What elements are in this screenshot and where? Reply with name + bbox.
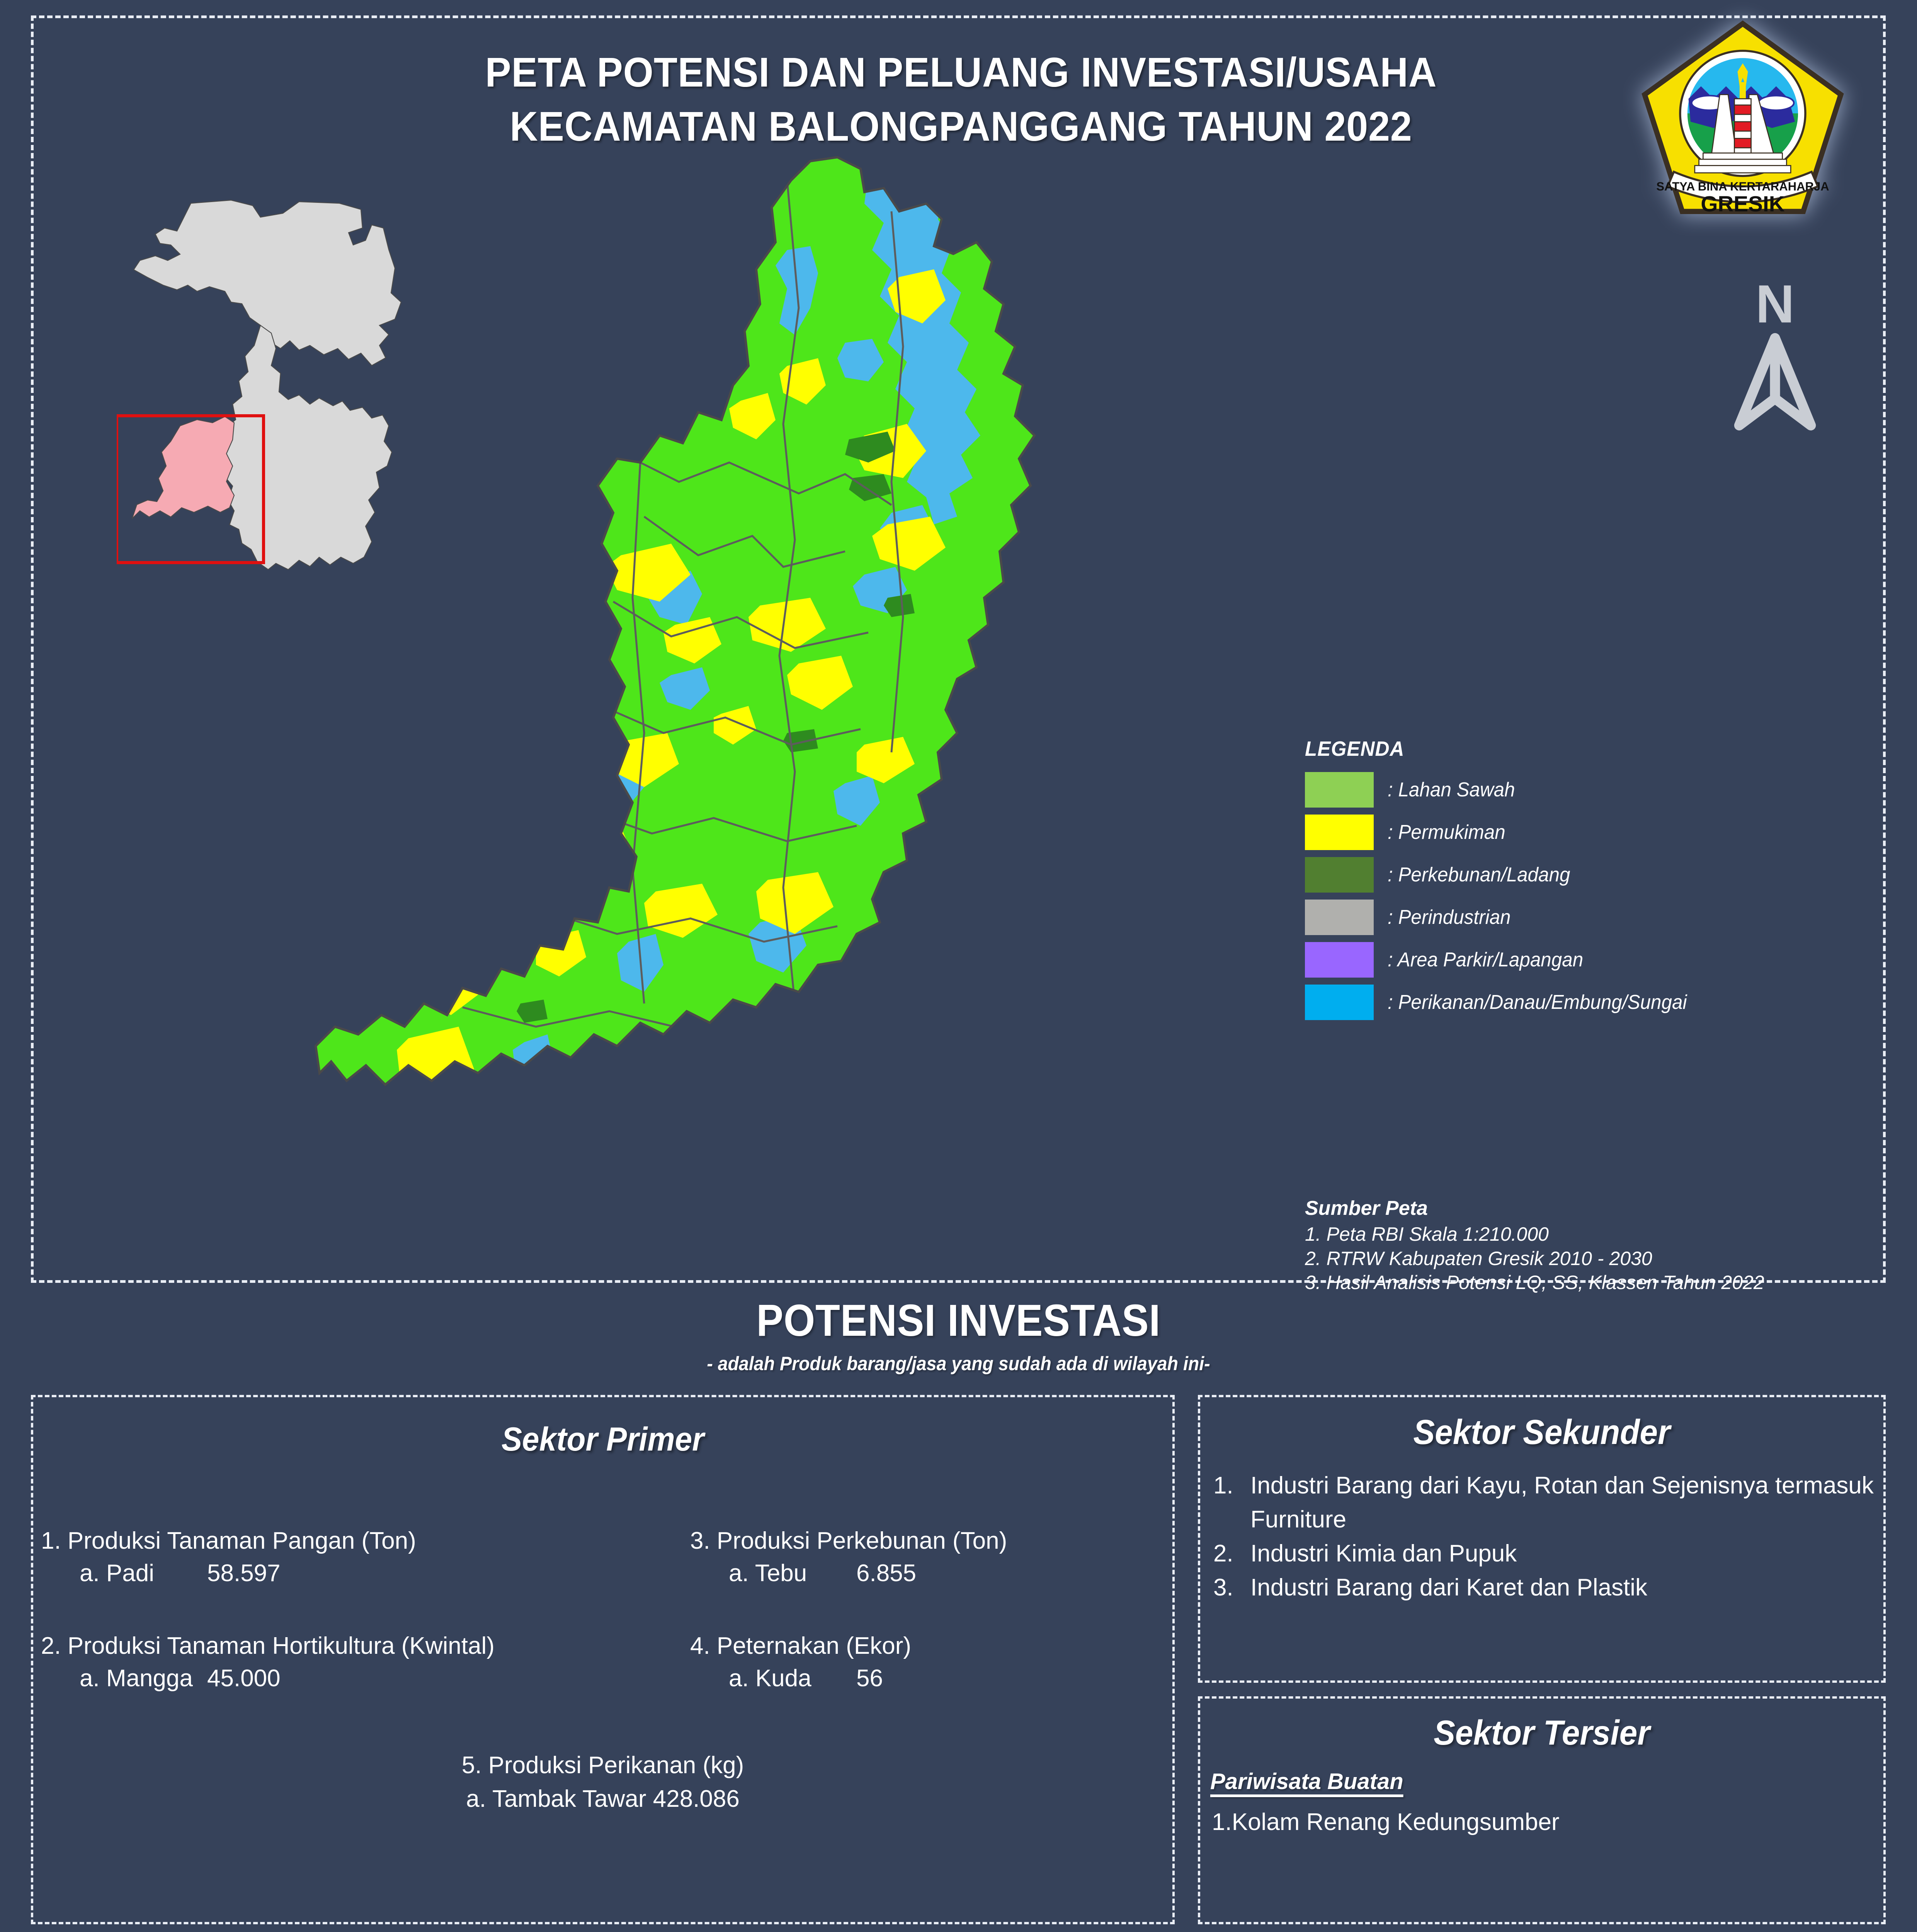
map-source-block: Sumber Peta 1. Peta RBI Skala 1:210.000 2… — [1305, 1197, 1917, 1295]
legend-swatch — [1305, 815, 1374, 850]
legend-rows: : Lahan Sawah : Permukiman : Perkebunan/La… — [1305, 771, 1885, 1021]
sektor-primer-item: 4. Peternakan (Ekor) a. Kuda 56 — [690, 1630, 1173, 1694]
legend-title: LEGENDA — [1305, 737, 1405, 760]
legend-label: : Perkebunan/Ladang — [1388, 864, 1570, 886]
source-heading: Sumber Peta — [1305, 1197, 1428, 1219]
legend-label: : Perindustrian — [1388, 906, 1511, 929]
legend-label: : Area Parkir/Lapangan — [1388, 949, 1584, 971]
sektor-tersier-title: Sektor Tersier — [1434, 1714, 1650, 1752]
logo-motto: SATYA BINA KERTARAHARJA — [1656, 180, 1829, 193]
legend-swatch — [1305, 942, 1374, 978]
legend-row: : Perikanan/Danau/Embung/Sungai — [1305, 983, 1885, 1021]
logo-name: GRESIK — [1701, 192, 1784, 216]
legend-label: : Perikanan/Danau/Embung/Sungai — [1388, 991, 1687, 1014]
sektor-sekunder-item: 1. Industri Barang dari Kayu, Rotan dan S… — [1213, 1469, 1883, 1537]
primer-perikanan-label: 5. Produksi Perikanan (kg) — [461, 1752, 744, 1779]
primer-item-label: 2. Produksi Tanaman Hortikultura (Kwinta… — [41, 1633, 495, 1660]
item-number: 1. — [1213, 1472, 1233, 1499]
legend-label: : Lahan Sawah — [1388, 779, 1515, 801]
potensi-subheading: - adalah Produk barang/jasa yang sudah a… — [707, 1353, 1210, 1374]
sektor-sekunder-item: 3. Industri Barang dari Karet dan Plastik — [1213, 1571, 1883, 1605]
legend-swatch — [1305, 985, 1374, 1020]
primer-item-label: 1. Produksi Tanaman Pangan (Ton) — [41, 1527, 416, 1554]
svg-text:N: N — [1755, 274, 1794, 334]
sektor-primer-left-column: 1. Produksi Tanaman Pangan (Ton) a. Padi 5… — [41, 1525, 694, 1695]
primer-item-label: 3. Produksi Perkebunan (Ton) — [690, 1527, 1007, 1554]
item-text: Industri Kimia dan Pupuk — [1250, 1540, 1517, 1567]
sektor-tersier-list: 1.Kolam Renang Kedungsumber — [1200, 1808, 1883, 1836]
sektor-sekunder-box: Sektor Sekunder 1. Industri Barang dari K… — [1198, 1395, 1886, 1683]
legend-label: : Permukiman — [1388, 821, 1505, 844]
sektor-primer-item: 3. Produksi Perkebunan (Ton) a. Tebu 6.855 — [690, 1525, 1173, 1589]
title-line-2: KECAMATAN BALONGPANGGANG TAHUN 2022 — [510, 103, 1412, 150]
item-text: Industri Barang dari Kayu, Rotan dan Sej… — [1250, 1472, 1874, 1533]
legend-row: : Lahan Sawah — [1305, 771, 1885, 809]
source-line: 2. RTRW Kabupaten Gresik 2010 - 2030 — [1305, 1247, 1652, 1269]
sektor-tersier-box: Sektor Tersier Pariwisata Buatan 1.Kolam… — [1198, 1696, 1886, 1924]
sektor-tersier-subtitle: Pariwisata Buatan — [1210, 1769, 1403, 1794]
sektor-primer-item: 1. Produksi Tanaman Pangan (Ton) a. Padi 5… — [41, 1525, 694, 1589]
legend-row: : Perindustrian — [1305, 898, 1885, 936]
sektor-primer-right-column: 3. Produksi Perkebunan (Ton) a. Tebu 6.855… — [690, 1525, 1173, 1695]
inset-locator-map — [115, 194, 457, 615]
item-text: Industri Barang dari Karet dan Plastik — [1250, 1574, 1647, 1601]
sektor-primer-title: Sektor Primer — [501, 1421, 704, 1458]
legend-row: : Perkebunan/Ladang — [1305, 856, 1885, 894]
legend-swatch — [1305, 857, 1374, 893]
legend: LEGENDA : Lahan Sawah : Permukiman : Perke… — [1305, 737, 1885, 1026]
legend-swatch — [1305, 900, 1374, 935]
sektor-tersier-item: 1.Kolam Renang Kedungsumber — [1212, 1809, 1560, 1835]
source-line: 3. Hasil Analisis Potensi LQ, SS, Klasse… — [1305, 1272, 1764, 1293]
sektor-primer-perikanan: 5. Produksi Perikanan (kg) a. Tambak Tawa… — [33, 1749, 1172, 1816]
potensi-heading: POTENSI INVESTASI — [756, 1295, 1161, 1345]
sektor-primer-item: 2. Produksi Tanaman Hortikultura (Kwinta… — [41, 1630, 694, 1694]
map-panel: PETA POTENSI DAN PELUANG INVESTASI/USAHA… — [31, 15, 1886, 1293]
item-number: 2. — [1213, 1540, 1233, 1567]
primer-item-value: a. Mangga 45.000 — [80, 1665, 281, 1692]
primer-perikanan-value: a. Tambak Tawar 428.086 — [466, 1785, 740, 1812]
page-title: PETA POTENSI DAN PELUANG INVESTASI/USAHA… — [99, 45, 1823, 154]
sektor-primer-box: Sektor Primer 1. Produksi Tanaman Pangan… — [31, 1395, 1175, 1924]
legend-row: : Permukiman — [1305, 813, 1885, 851]
north-arrow-icon: N — [1730, 273, 1854, 435]
primer-item-label: 4. Peternakan (Ekor) — [690, 1633, 912, 1660]
primer-item-value: a. Kuda 56 — [729, 1665, 883, 1692]
title-line-1: PETA POTENSI DAN PELUANG INVESTASI/USAHA — [485, 49, 1437, 95]
gresik-regency-logo: SATYA BINA KERTARAHARJA GRESIK — [1638, 17, 1847, 226]
legend-swatch — [1305, 772, 1374, 808]
source-line: 1. Peta RBI Skala 1:210.000 — [1305, 1223, 1549, 1245]
primer-item-value: a. Tebu 6.855 — [729, 1560, 917, 1587]
sektor-sekunder-list: 1. Industri Barang dari Kayu, Rotan dan S… — [1213, 1469, 1883, 1605]
legend-row: : Area Parkir/Lapangan — [1305, 941, 1885, 979]
source-lines: 1. Peta RBI Skala 1:210.000 2. RTRW Kabup… — [1305, 1222, 1917, 1295]
item-number: 3. — [1213, 1574, 1233, 1601]
sektor-sekunder-item: 2. Industri Kimia dan Pupuk — [1213, 1537, 1883, 1571]
sektor-sekunder-title: Sektor Sekunder — [1413, 1413, 1670, 1452]
main-thematic-map — [312, 153, 1355, 1274]
primer-item-value: a. Padi 58.597 — [80, 1560, 281, 1587]
